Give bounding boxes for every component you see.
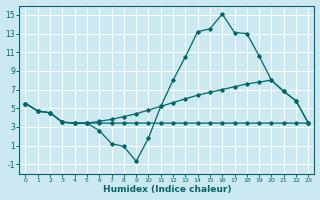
X-axis label: Humidex (Indice chaleur): Humidex (Indice chaleur)	[103, 185, 231, 194]
